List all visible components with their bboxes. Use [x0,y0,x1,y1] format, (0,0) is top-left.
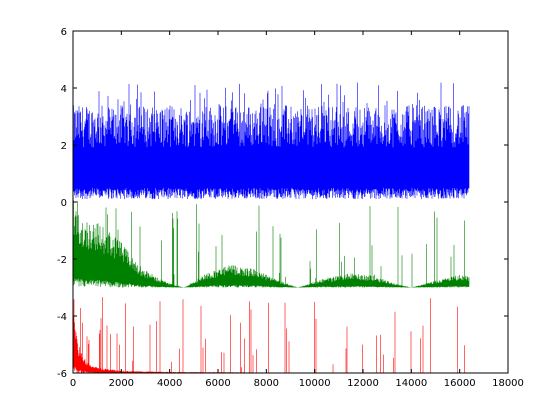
x-tick-label: 0 [70,378,76,389]
plot-area: 0 2000 4000 6000 8000 10000 12000 14000 16000 180… [57,27,524,389]
x-tick-label: 10000 [299,378,331,389]
y-axis-ticks: -6 -4 -2 0 2 4 6 [57,27,508,380]
y-tick-label: -6 [57,369,67,380]
y-tick-label: 4 [61,84,67,95]
y-tick-label: 6 [61,27,67,38]
x-tick-label: 12000 [347,378,379,389]
x-tick-label: 16000 [444,378,476,389]
y-tick-label: 0 [61,198,67,209]
x-tick-label: 14000 [395,378,427,389]
x-tick-label: 6000 [205,378,230,389]
y-tick-label: -4 [57,312,67,323]
y-tick-label: -2 [57,255,67,266]
x-tick-label: 2000 [109,378,134,389]
x-tick-label: 18000 [492,378,524,389]
x-axis-ticks: 0 2000 4000 6000 8000 10000 12000 14000 16000 180… [70,31,524,389]
x-tick-label: 8000 [254,378,279,389]
y-tick-label: 2 [61,141,67,152]
x-tick-label: 4000 [157,378,182,389]
